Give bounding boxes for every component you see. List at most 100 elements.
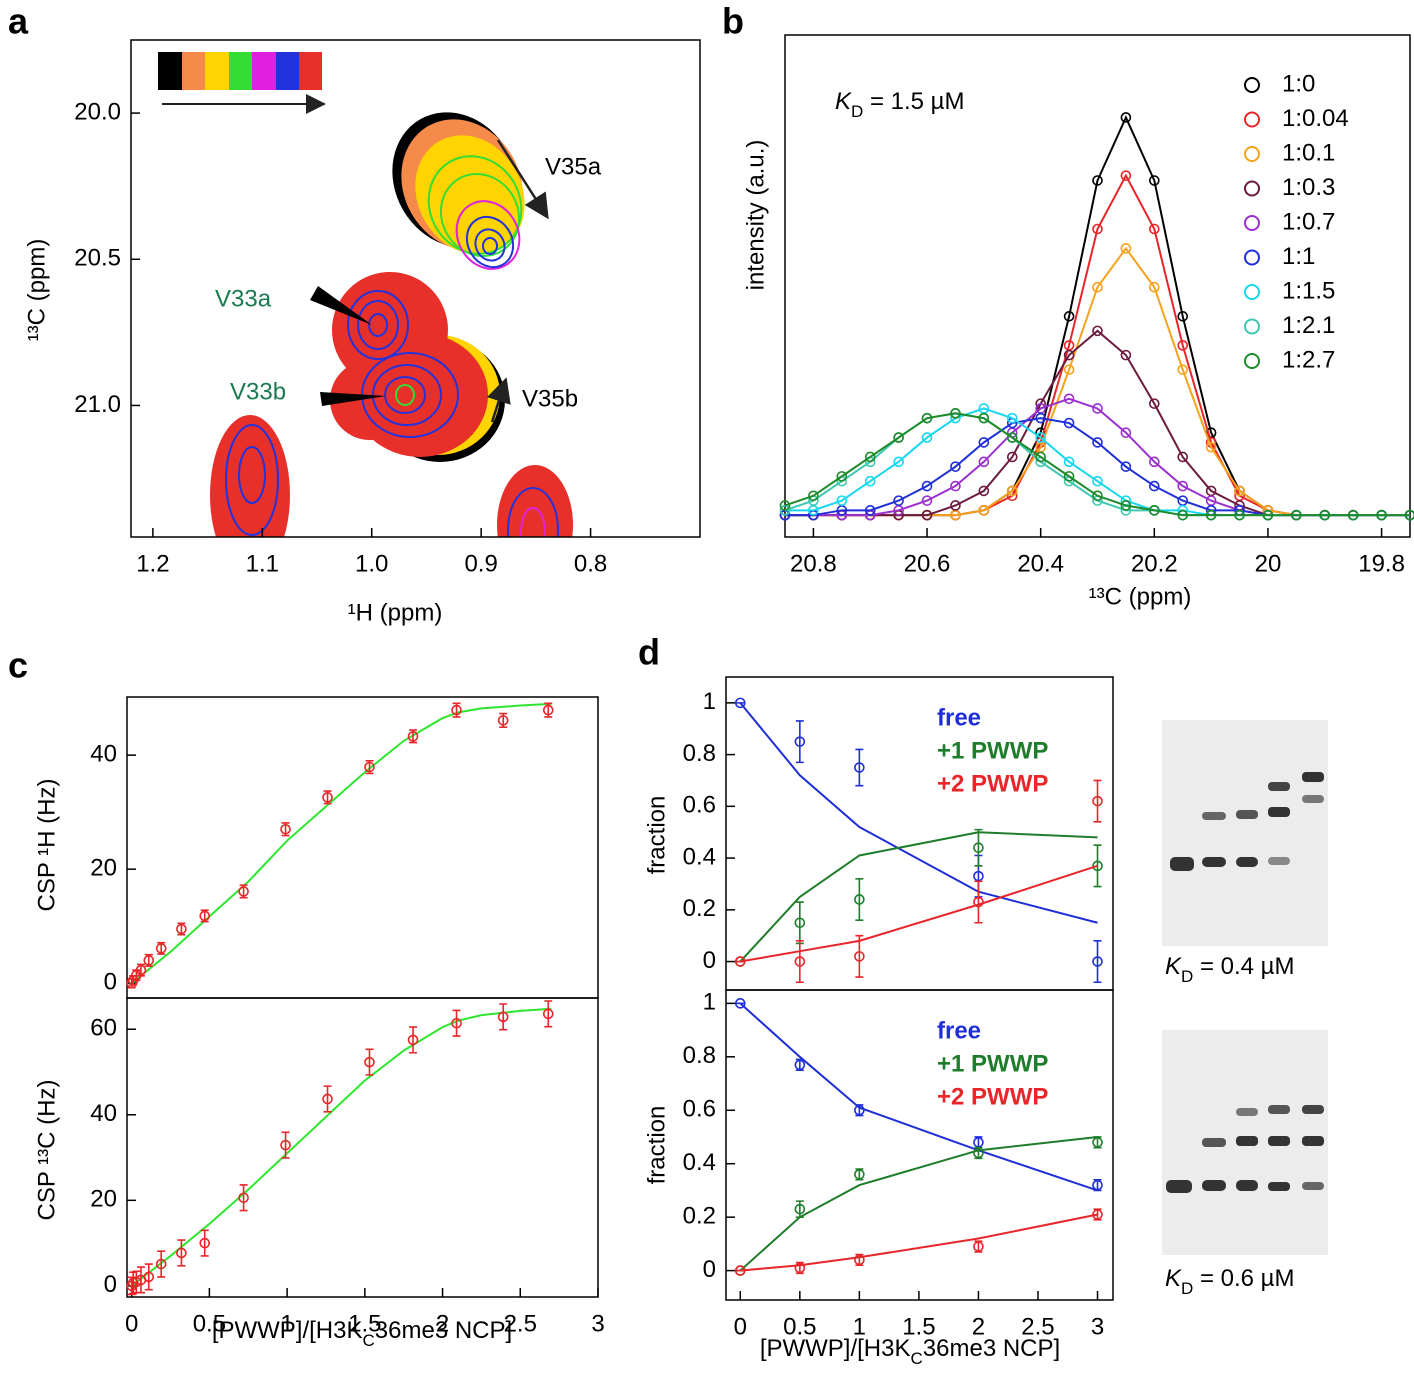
data-point [1404,509,1414,521]
data-point [1177,340,1189,351]
error-bar [795,1058,804,1071]
data-point [1234,509,1245,521]
plot-frame [784,34,1411,538]
y-tick-label: 0.4 [683,1149,716,1176]
data-point [1063,471,1075,482]
data-point [1092,1137,1103,1148]
data-point [1319,509,1331,521]
plot-frame [126,696,599,999]
x-axis-label: [PWWP]/[H3KC36me3 NCP] [760,1335,1060,1368]
data-point [1376,509,1387,521]
y-tick-label: 0 [703,1256,716,1283]
gels [1162,720,1328,1255]
data-point [1092,490,1103,502]
error-bar [795,1261,804,1275]
data-point [1205,509,1217,521]
data-point [950,408,961,419]
data-point [155,943,167,954]
error-bar [452,1009,461,1037]
titration-colors [158,52,326,114]
data-point [1092,403,1103,414]
data-point [451,704,462,716]
legend-marker [1244,77,1260,93]
data-point [794,917,806,929]
data-point [143,1271,155,1283]
panel-label: c [8,645,28,686]
data-point [950,461,961,472]
error-bar [177,1239,186,1267]
x-tick-label: 1.5 [348,1310,381,1337]
legend-label: +2 PWWP [937,770,1048,797]
y-tick-label: 0 [703,947,716,974]
peak-label: V35a [545,153,602,180]
kd-annotation-part: = 0.4 µM [1193,953,1294,980]
legend-marker [1244,111,1260,128]
data-point [854,894,865,905]
peak-label: V33b [230,378,286,405]
data-point [1291,509,1302,521]
fit-line [785,397,1410,517]
y-tick-label: 20 [90,1186,117,1213]
error-bar [795,940,804,984]
y-axis-label: ¹³C (ppm) [23,239,50,342]
error-bar [239,1184,248,1212]
data-point [280,823,291,835]
data-point [1149,505,1160,516]
data-point [973,1241,984,1252]
error-bar [1093,940,1102,984]
error-bar [200,1229,209,1257]
data-point [921,495,933,506]
fit-line [131,1007,552,1287]
data-point [1177,451,1189,463]
x-tick-label: 0.5 [783,1313,816,1340]
data-point [1063,393,1075,405]
data-point [1177,509,1189,521]
data-point [364,761,375,773]
legend-label: 1:0.1 [1282,139,1335,166]
data-point [808,490,819,502]
plot-frame [130,39,701,538]
legend-marker [1244,180,1260,197]
x-axis-label-part: [PWWP]/[H3K [760,1335,911,1362]
data-point [1149,456,1160,468]
legend-label: free [937,1017,981,1044]
kd-annotation-part: K [1165,1265,1182,1292]
x-tick-label: 0.9 [464,550,497,577]
data-point [734,956,746,967]
data-point [973,842,984,854]
data-point [779,500,791,511]
x-tick-label: 2 [972,1313,985,1340]
data-point [1092,325,1103,337]
y-tick-label: 40 [90,740,117,767]
annotation-arrows [310,139,549,423]
y-axis-label: CSP ¹³C (Hz) [33,1080,60,1221]
x-tick-label: 0 [734,1313,747,1340]
x-axis-label-part: [PWWP]/[H3K [212,1317,363,1344]
panel-label: d [638,632,660,673]
x-tick-label: 3 [1091,1313,1104,1340]
error-bar [136,1266,145,1294]
kd-annotation-part: = 1.5 µM [863,88,964,115]
data-point [1149,281,1160,293]
kd-annotation: KD = 0.6 µM [1165,1265,1295,1298]
data-point [893,432,904,443]
data-point [1347,509,1359,521]
data-point [973,1137,984,1148]
x-tick-label: 20.6 [904,550,951,577]
x-axis-label-part: C [363,1331,375,1350]
data-point [893,456,904,468]
x-tick-label: 1 [280,1310,293,1337]
data-point [794,1059,806,1071]
y-tick-label: 1 [703,989,716,1016]
x-tick-label: 1.1 [246,550,279,577]
data-point [921,480,933,492]
error-bar [795,1200,804,1218]
plot-frame [725,989,1114,1301]
legend-marker [1244,215,1260,231]
data-point [1149,398,1160,409]
panel-label: b [722,1,744,42]
data-point [978,412,990,424]
data-point [280,1139,291,1151]
data-point [1092,475,1103,487]
error-bar [157,1250,166,1278]
